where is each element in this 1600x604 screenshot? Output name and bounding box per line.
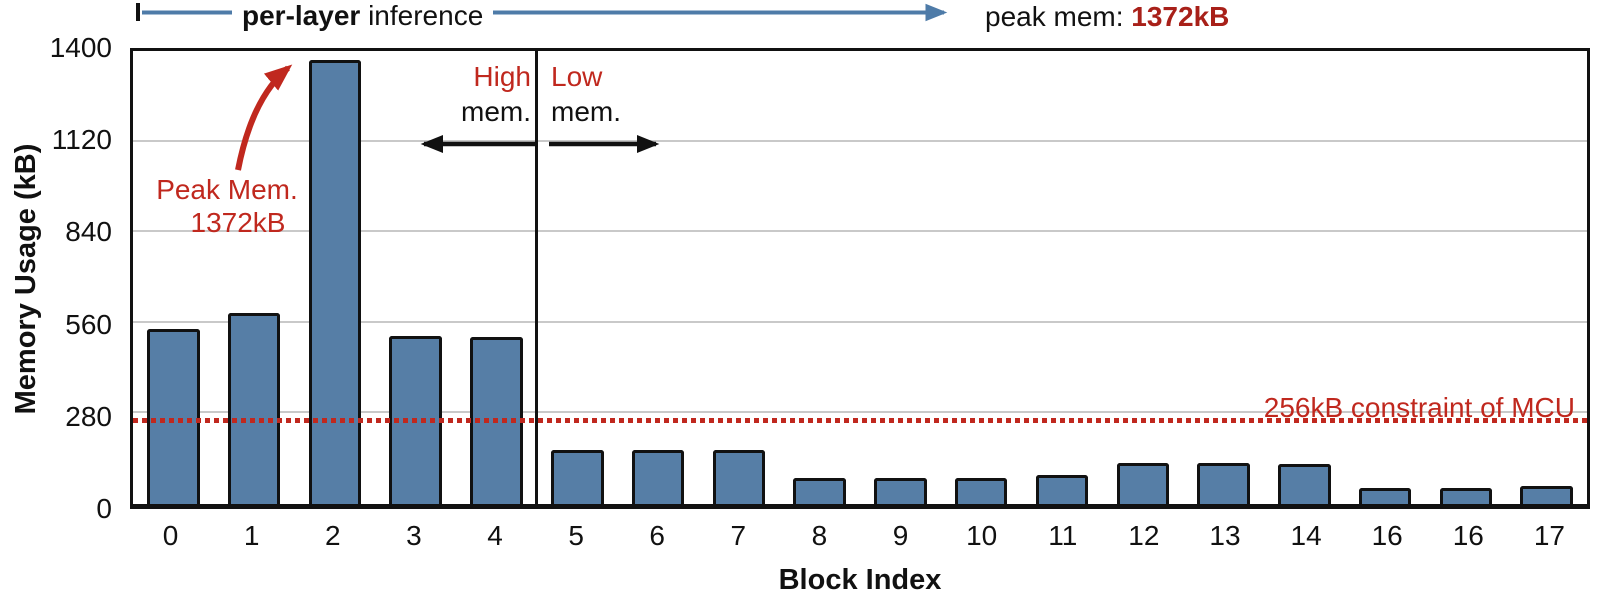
bar-block-6 — [631, 449, 685, 504]
y-tick-label: 0 — [96, 493, 112, 524]
bar-slot — [860, 51, 941, 504]
peak-callout-line2: 1372kB — [190, 207, 286, 238]
x-tick-label: 1 — [243, 520, 260, 551]
bar-block-17 — [1520, 485, 1573, 504]
per-layer-inference-label: per-layer inference — [232, 0, 494, 32]
x-tick-label: 11 — [1048, 520, 1078, 551]
low-mem-word: mem. — [551, 96, 621, 127]
gridline — [133, 411, 1587, 414]
y-tick-label: 280 — [65, 400, 112, 432]
y-tick-label: 1400 — [49, 32, 112, 63]
plot-area: High mem. Low mem. Peak Mem. 1372kB 256k… — [130, 48, 1590, 509]
y-axis-tick-labels: 0 280 560 840 1120 1400 — [0, 32, 118, 524]
x-tick-label: 8 — [811, 520, 828, 551]
bar-slot — [779, 51, 860, 504]
x-tick-label: 7 — [730, 520, 747, 551]
gridline — [133, 139, 1587, 142]
bar-block-11 — [1035, 474, 1089, 504]
x-tick-label: 2 — [324, 520, 341, 551]
bar-slot — [1183, 51, 1264, 504]
top-annotation-row: per-layer inference peak mem: 1372kB — [0, 0, 1600, 40]
peak-mem-callout: Peak Mem. 1372kB — [141, 173, 313, 239]
gridline — [133, 230, 1587, 233]
x-tick-label: 13 — [1209, 520, 1241, 551]
x-tick-label: 12 — [1128, 520, 1160, 551]
x-tick-label: 10 — [966, 520, 998, 551]
peak-mem-prefix: peak mem: — [985, 1, 1132, 32]
bar-block-2 — [308, 60, 362, 504]
bar-slot — [1345, 51, 1426, 504]
per-layer-bold-text: per-layer — [242, 0, 361, 31]
bar-slot — [214, 51, 295, 504]
bar-block-16 — [1358, 488, 1412, 504]
bar-series — [133, 51, 1587, 504]
y-tick-label: 840 — [65, 216, 112, 248]
bar-block-12 — [1116, 462, 1170, 504]
x-tick-label: 3 — [406, 520, 422, 551]
bar-block-13 — [1197, 462, 1250, 504]
gridline — [133, 320, 1587, 323]
bar-slot — [295, 51, 376, 504]
bar-block-14 — [1278, 463, 1331, 504]
mcu-constraint-line — [133, 418, 1587, 424]
x-tick-label: 6 — [649, 520, 665, 551]
high-mem-label: High mem. — [133, 59, 531, 129]
peak-mem-value: 1372kB — [1131, 1, 1230, 32]
bar-block-1 — [227, 313, 281, 504]
bar-slot — [1426, 51, 1507, 504]
x-tick-label: 5 — [568, 520, 584, 551]
bar-slot — [1102, 51, 1183, 504]
x-axis-tick-labels: 0 1 2 3 4 5 6 7 8 9 10 11 12 13 14 16 16 17 — [130, 520, 1590, 552]
bar-slot — [1506, 51, 1587, 504]
constraint-label: 256kB constraint of MCU — [1263, 392, 1575, 423]
y-tick-label: 560 — [65, 308, 112, 340]
bar-block-7 — [712, 449, 766, 504]
bar-block-16 — [1439, 488, 1493, 504]
inference-text: inference — [360, 0, 484, 31]
high-low-divider-line — [535, 51, 539, 504]
y-tick-label: 1120 — [51, 124, 112, 156]
high-word: High — [473, 61, 531, 92]
x-tick-label: 16 — [1452, 520, 1484, 551]
peak-mem-summary: peak mem: 1372kB — [985, 1, 1229, 33]
peak-callout-line1: Peak Mem. — [156, 174, 298, 205]
x-tick-label: 4 — [487, 520, 503, 551]
low-word: Low — [551, 61, 603, 92]
bar-slot — [1264, 51, 1345, 504]
bar-block-10 — [954, 478, 1008, 504]
bar-slot — [1022, 51, 1103, 504]
x-tick-label: 16 — [1371, 520, 1403, 551]
x-axis-title: Block Index — [778, 564, 942, 596]
x-tick-label: 9 — [892, 520, 909, 551]
bar-slot — [133, 51, 214, 504]
x-tick-label: 17 — [1533, 520, 1565, 551]
high-mem-word: mem. — [461, 96, 531, 127]
bar-slot — [618, 51, 699, 504]
bar-slot — [537, 51, 618, 504]
low-mem-label: Low mem. — [551, 59, 751, 129]
x-tick-label: 14 — [1290, 520, 1322, 551]
x-tick-label: 0 — [162, 520, 179, 551]
bar-slot — [698, 51, 779, 504]
bar-block-9 — [874, 478, 927, 504]
bar-block-0 — [147, 329, 200, 504]
bar-block-5 — [551, 449, 604, 504]
bar-slot — [941, 51, 1022, 504]
bar-block-8 — [793, 478, 846, 504]
